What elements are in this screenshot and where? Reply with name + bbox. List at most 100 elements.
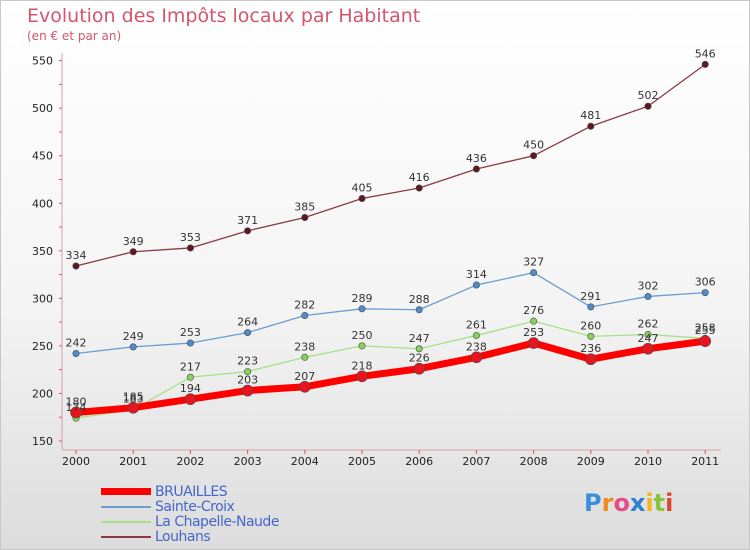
data-point [587, 332, 595, 340]
data-point [413, 362, 426, 375]
logo-letter: t [653, 489, 666, 517]
data-label: 436 [466, 152, 487, 165]
data-label: 218 [352, 359, 373, 372]
x-tick-label: 2007 [462, 455, 490, 468]
data-point [70, 406, 82, 419]
logo-letter: r [601, 489, 614, 517]
data-point [129, 343, 137, 351]
data-point [186, 339, 194, 347]
legend-swatch [101, 521, 151, 523]
proxiti-logo: Proxiti [584, 489, 673, 517]
data-point [415, 306, 423, 314]
data-label: 264 [237, 316, 258, 329]
data-point [356, 370, 368, 383]
data-label: 223 [237, 355, 258, 368]
data-label: 371 [237, 214, 258, 227]
data-point [644, 292, 652, 300]
data-label: 203 [237, 374, 258, 387]
x-tick-label: 2000 [62, 455, 90, 468]
data-label: 262 [638, 317, 659, 330]
data-point [530, 317, 538, 325]
data-label: 253 [180, 326, 201, 339]
data-point [587, 303, 595, 311]
data-label: 502 [638, 89, 659, 102]
data-label: 247 [409, 332, 430, 345]
legend-label: BRUAILLES [155, 484, 228, 500]
data-point [298, 380, 311, 393]
chart-subtitle: (en € et par an) [27, 29, 122, 43]
data-point [186, 244, 194, 252]
data-point [530, 152, 538, 160]
y-tick-label: 500 [32, 102, 53, 115]
data-point [587, 122, 595, 130]
y-tick-label: 200 [32, 387, 53, 400]
series-line-1 [75, 272, 706, 355]
data-point [301, 353, 309, 361]
data-point [72, 350, 80, 358]
data-point [415, 184, 423, 192]
data-label: 183 [123, 393, 144, 406]
logo-letter: o [613, 489, 630, 517]
x-tick-label: 2001 [119, 455, 147, 468]
x-tick-label: 2005 [348, 455, 376, 468]
legend-label: Louhans [155, 529, 211, 545]
y-tick-label: 450 [32, 150, 53, 163]
data-label: 238 [294, 340, 315, 353]
data-label: 261 [466, 318, 487, 331]
legend-swatch [101, 488, 151, 495]
data-point [642, 342, 654, 355]
data-label: 226 [409, 352, 430, 365]
data-point [644, 330, 652, 338]
data-point [472, 281, 480, 289]
data-label: 185 [123, 391, 144, 404]
data-point [241, 384, 254, 397]
data-label: 289 [352, 292, 373, 305]
chart-title: Evolution des Impôts locaux par Habitant [27, 5, 421, 27]
x-tick-label: 2011 [691, 455, 719, 468]
data-point [701, 289, 709, 297]
data-point [129, 248, 137, 256]
data-point [527, 337, 540, 349]
data-label: 207 [294, 370, 315, 383]
x-tick-label: 2003 [234, 455, 262, 468]
data-label: 247 [638, 332, 659, 345]
data-label: 217 [180, 360, 201, 373]
data-label: 258 [695, 321, 716, 334]
data-point [127, 401, 139, 414]
data-point [358, 305, 366, 313]
data-label: 450 [523, 139, 544, 152]
data-point [358, 194, 366, 202]
data-point [244, 227, 252, 235]
logo-letter: i [645, 489, 654, 517]
logo-letter: x [629, 489, 646, 517]
y-tick-label: 400 [32, 197, 53, 210]
y-tick-label: 300 [32, 292, 53, 305]
data-label: 288 [409, 293, 430, 306]
data-point [470, 351, 483, 364]
data-point [584, 353, 597, 366]
x-tick-label: 2010 [634, 455, 662, 468]
y-tick-label: 250 [32, 340, 53, 353]
x-tick-label: 2002 [176, 455, 204, 468]
y-tick-label: 550 [32, 55, 53, 68]
data-label: 174 [66, 401, 87, 414]
data-point [244, 329, 252, 337]
data-label: 481 [580, 109, 601, 122]
y-tick-label: 350 [32, 245, 53, 258]
data-label: 385 [294, 201, 315, 214]
data-label: 349 [123, 235, 144, 248]
data-label: 546 [695, 47, 716, 60]
data-label: 238 [466, 340, 487, 353]
series-line-0 [72, 337, 709, 416]
data-point [184, 393, 197, 405]
data-point [72, 262, 80, 270]
data-label: 306 [695, 276, 716, 289]
data-label: 255 [695, 324, 716, 337]
data-label: 260 [580, 319, 601, 332]
legend-swatch [101, 536, 151, 538]
data-point [244, 368, 252, 376]
data-label: 276 [523, 304, 544, 317]
x-tick-label: 2006 [405, 455, 433, 468]
